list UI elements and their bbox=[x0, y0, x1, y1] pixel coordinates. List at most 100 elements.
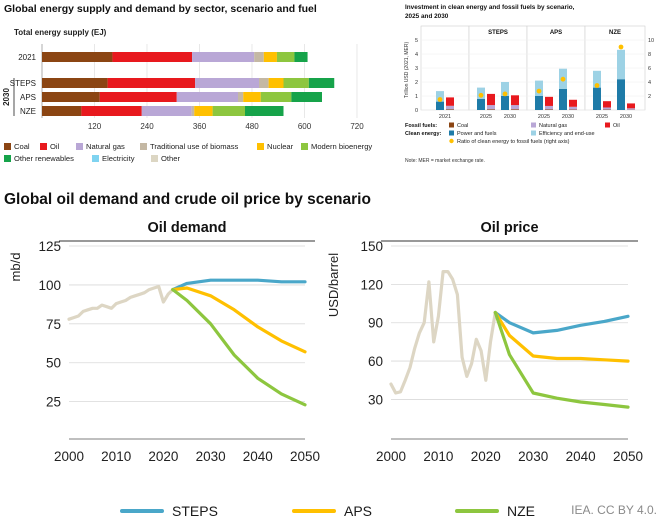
investment-bar-oil bbox=[545, 96, 553, 106]
oil-demand-xtick-label: 2040 bbox=[243, 449, 273, 464]
investment-ytick-right-label: 4 bbox=[648, 80, 651, 86]
energy-bar-nze-modern-bioenergy bbox=[212, 106, 245, 116]
investment-legend-swatch-power-fuels bbox=[449, 130, 454, 136]
investment-bar-natural-gas bbox=[569, 106, 577, 110]
energy-legend-swatch-nuclear bbox=[257, 143, 264, 150]
investment-bar-coal bbox=[545, 109, 553, 110]
oil-demand-line-steps bbox=[171, 278, 307, 292]
investment-bar-power-fuels bbox=[535, 96, 543, 110]
oil-price-ytick-label: 90 bbox=[368, 316, 383, 331]
investment-ylabel: Trillion USD (2021, MER) bbox=[404, 42, 410, 99]
energy-legend-swatch-oil bbox=[40, 143, 47, 150]
oil-section-header: Global oil demand and crude oil price by… bbox=[4, 191, 371, 208]
investment-bar-natural-gas bbox=[603, 107, 611, 110]
investment-legend-label-efficiency: Efficiency and end-use bbox=[539, 131, 595, 137]
investment-bar-power-fuels bbox=[501, 96, 509, 110]
investment-bar-efficiency bbox=[617, 49, 625, 80]
investment-bar-power-fuels bbox=[559, 89, 567, 110]
energy-legend-label-modern-bioenergy: Modern bioenergy bbox=[311, 142, 372, 151]
energy-legend-label-traditional-use-of-biomass: Traditional use of biomass bbox=[150, 142, 239, 151]
oil-price-xtick-label: 2050 bbox=[613, 449, 643, 464]
oil-price-line-historical bbox=[389, 270, 497, 395]
oil-price-line-steps bbox=[493, 310, 630, 335]
investment-bar-natural-gas bbox=[545, 105, 553, 110]
investment-ytick-label: 0 bbox=[415, 108, 418, 114]
investment-ratio-marker bbox=[594, 83, 600, 88]
energy-legend-label-oil: Oil bbox=[50, 142, 60, 151]
energy-bar-2021-nuclear bbox=[263, 52, 277, 62]
investment-bar-natural-gas bbox=[446, 105, 454, 110]
investment-ytick-right-label: 2 bbox=[648, 94, 651, 100]
investment-legend-swatch-natural-gas bbox=[531, 122, 536, 128]
energy-row-label: 2021 bbox=[18, 53, 36, 62]
energy-legend-swatch-coal bbox=[4, 143, 11, 150]
investment-ytick-label: 5 bbox=[415, 38, 418, 44]
investment-legend-swatch-coal bbox=[449, 122, 454, 128]
energy-legend-swatch-electricity bbox=[92, 155, 99, 162]
investment-legend-fossil-heading: Fossil fuels: bbox=[405, 123, 437, 129]
investment-bar-efficiency bbox=[501, 82, 509, 96]
energy-row-label: APS bbox=[20, 93, 36, 102]
investment-bar-coal bbox=[446, 109, 454, 110]
energy-legend-label-other-renewables: Other renewables bbox=[14, 154, 74, 163]
oil-price-xtick-label: 2000 bbox=[376, 449, 406, 464]
investment-bar-oil bbox=[569, 99, 577, 107]
oil-demand-line-aps bbox=[171, 286, 307, 354]
energy-legend-swatch-other-renewables bbox=[4, 155, 11, 162]
investment-ytick-label: 1 bbox=[415, 94, 418, 100]
oil-demand-xtick-label: 2030 bbox=[196, 449, 226, 464]
energy-bar-nze-natural-gas bbox=[141, 106, 192, 116]
legend-swatch-steps bbox=[120, 509, 164, 513]
energy-supply-title: Global energy supply and demand by secto… bbox=[4, 3, 317, 15]
energy-xtick-label: 120 bbox=[88, 122, 102, 131]
energy-bar-aps-oil bbox=[99, 92, 177, 102]
investment-group-label: APS bbox=[550, 30, 562, 36]
energy-bar-nze-nuclear bbox=[194, 106, 213, 116]
energy-bar-2021-modern-bioenergy bbox=[276, 52, 295, 62]
investment-column-label: 2025 bbox=[480, 114, 492, 120]
energy-bar-aps-coal bbox=[42, 92, 100, 102]
energy-bar-aps-natural-gas bbox=[176, 92, 238, 102]
energy-bar-2021-other-renewables bbox=[294, 52, 308, 62]
investment-legend-label-oil: Oil bbox=[613, 123, 620, 129]
investment-bar-oil bbox=[603, 101, 611, 108]
energy-legend-swatch-modern-bioenergy bbox=[301, 143, 308, 150]
oil-price-line-nze bbox=[493, 310, 630, 409]
energy-bar-aps-modern-bioenergy bbox=[260, 92, 292, 102]
investment-bar-power-fuels bbox=[617, 79, 625, 110]
energy-bar-steps-oil bbox=[107, 78, 196, 88]
oil-section-title: Global oil demand and crude oil price by… bbox=[4, 191, 371, 208]
energy-bar-steps-nuclear bbox=[268, 78, 284, 88]
investment-legend-clean-heading: Clean energy: bbox=[405, 131, 442, 137]
investment-legend-label-coal: Coal bbox=[457, 123, 468, 129]
investment-note: Note: MER = market exchange rate. bbox=[405, 158, 485, 164]
oil-demand-ytick-label: 100 bbox=[38, 278, 61, 293]
oil-price-xtick-label: 2040 bbox=[566, 449, 596, 464]
investment-bar-efficiency bbox=[593, 70, 601, 88]
investment-bar-power-fuels bbox=[436, 101, 444, 110]
energy-xtick-label: 480 bbox=[245, 122, 259, 131]
energy-bar-2021-natural-gas bbox=[192, 52, 255, 62]
oil-demand-xtick-label: 2020 bbox=[148, 449, 178, 464]
investment-bar-efficiency bbox=[436, 91, 444, 102]
oil-price-ylabel: USD/barrel bbox=[326, 253, 341, 317]
investment-column-label: 2025 bbox=[538, 114, 550, 120]
investment-ratio-marker bbox=[536, 88, 542, 94]
energy-bar-2021-coal bbox=[42, 52, 113, 62]
energy-bar-steps-natural-gas bbox=[195, 78, 259, 88]
legend-item-nze: NZE bbox=[455, 498, 535, 524]
energy-legend-swatch-traditional-use-of-biomass bbox=[140, 143, 147, 150]
oil-demand-ytick-label: 25 bbox=[46, 395, 61, 410]
energy-xtick-label: 720 bbox=[350, 122, 364, 131]
energy-bar-2021-oil bbox=[112, 52, 193, 62]
oil-price-xtick-label: 2030 bbox=[518, 449, 548, 464]
investment-legend-label-natural-gas: Natural gas bbox=[539, 123, 567, 129]
oil-demand-xtick-label: 2050 bbox=[290, 449, 320, 464]
investment-group-label: STEPS bbox=[488, 30, 508, 36]
investment-bar-power-fuels bbox=[593, 87, 601, 110]
oil-demand-line-nze bbox=[171, 288, 307, 407]
investment-column-label: 2030 bbox=[562, 114, 574, 120]
investment-column-label: 2030 bbox=[504, 114, 516, 120]
energy-bar-aps-traditional-use-of-biomass bbox=[238, 92, 244, 102]
investment-legend-swatch-efficiency bbox=[531, 130, 536, 136]
